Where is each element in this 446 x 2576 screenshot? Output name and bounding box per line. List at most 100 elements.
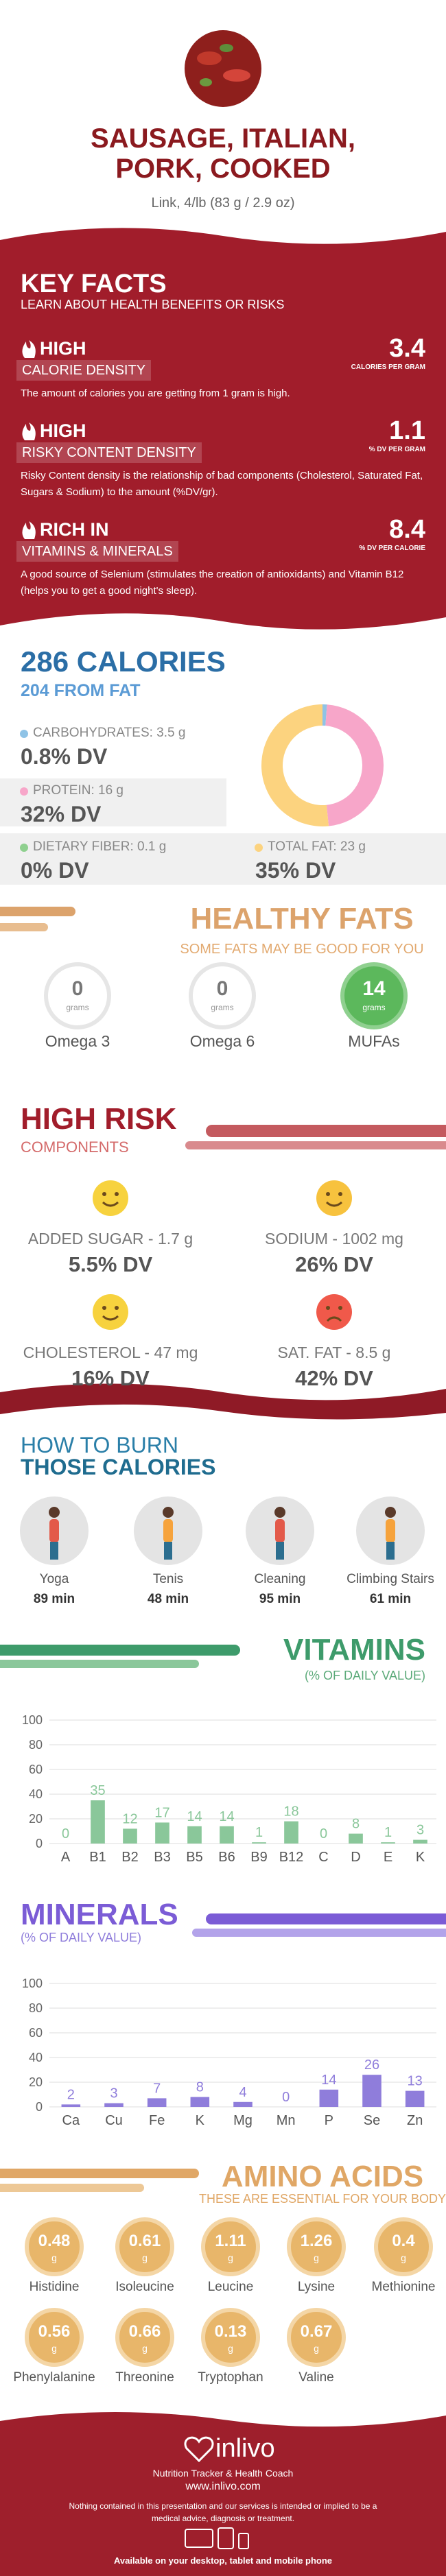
risk-name: SODIUM - 1002 mg (265, 1230, 403, 1248)
food-detail (200, 78, 212, 86)
fat-unit: grams (66, 1003, 89, 1012)
fact-name: VITAMINS & MINERALS (16, 541, 178, 562)
row-background (0, 778, 226, 826)
logo-heart (184, 2436, 214, 2463)
nutrient-name: TOTAL FAT: 23 g (268, 839, 366, 854)
x-tick-label: Ca (62, 2113, 80, 2128)
x-tick-label: B6 (218, 1850, 235, 1865)
x-tick-label: B5 (186, 1850, 202, 1865)
section-title: THOSE CALORIES (21, 1455, 216, 1479)
amino-value: 0.48 (38, 2232, 71, 2250)
fact-value: 3.4 (389, 334, 425, 363)
amino-name: Lysine (297, 2280, 336, 2294)
amino-circle (25, 2217, 84, 2276)
fat-unit: grams (211, 1003, 234, 1012)
donut-segment (322, 704, 327, 726)
nutrient-dv: 0% DV (21, 858, 89, 883)
fat-value: 0 (216, 977, 228, 1000)
risk-dv: 26% DV (295, 1252, 373, 1276)
risk-dv: 5.5% DV (68, 1252, 153, 1276)
y-tick-label: 60 (29, 2026, 43, 2040)
fact-description: The amount of calories you are getting f… (21, 387, 290, 399)
bar (147, 2098, 167, 2107)
section-subtitle: (% OF DAILY VALUE) (304, 1669, 425, 1682)
amino-value: 0.4 (392, 2232, 415, 2250)
amino-circle (115, 2217, 174, 2276)
face-eye (338, 1192, 342, 1196)
bar (190, 2097, 210, 2107)
x-tick-label: D (351, 1850, 360, 1865)
face (316, 1180, 352, 1216)
amino-name: Isoleucine (115, 2280, 174, 2294)
fact-value: 8.4 (389, 515, 425, 544)
x-tick-label: B9 (250, 1850, 267, 1865)
food-image (185, 30, 261, 107)
decor-strip (185, 1141, 446, 1149)
face-eye (115, 1306, 119, 1310)
x-tick-label: K (196, 2113, 205, 2128)
amino-value: 0.56 (38, 2322, 71, 2341)
activity-name: Yoga (39, 1572, 69, 1586)
bar (187, 1826, 202, 1844)
activity-name: Tenis (152, 1572, 184, 1586)
x-tick-label: Mn (277, 2113, 296, 2128)
activity-figure (385, 1507, 396, 1518)
x-tick-label: Se (364, 2113, 380, 2128)
nutrient-dv: 0.8% DV (21, 744, 108, 769)
activity-figure (164, 1542, 172, 1560)
value-label: 14 (321, 2073, 336, 2088)
section-title: MINERALS (21, 1898, 178, 1931)
decor-strip (206, 1125, 446, 1137)
face-eye (338, 1306, 342, 1310)
section-title: VITAMINS (283, 1633, 425, 1667)
amino-unit: g (142, 2252, 148, 2263)
bar (233, 2101, 253, 2107)
y-tick-label: 40 (29, 2051, 43, 2064)
x-tick-label: P (325, 2113, 333, 2128)
bar (91, 1800, 105, 1844)
device-icon (185, 2529, 213, 2548)
key-facts-band (0, 228, 446, 630)
bar (155, 1822, 169, 1844)
value-label: 3 (416, 1823, 424, 1838)
amino-circle (374, 2217, 433, 2276)
decor-strip (0, 923, 48, 931)
fat-name: Omega 6 (189, 1032, 255, 1050)
amino-value: 0.61 (128, 2232, 161, 2250)
risk-dv: 16% DV (71, 1366, 150, 1390)
amino-unit: g (228, 2343, 233, 2354)
amino-unit: g (142, 2343, 148, 2354)
amino-name: Tryptophan (198, 2370, 263, 2385)
bar (381, 1842, 395, 1844)
amino-circle (201, 2308, 260, 2367)
food-detail (223, 69, 250, 82)
availability: Available on your desktop, tablet and mo… (113, 2555, 333, 2566)
x-tick-label: Cu (105, 2113, 123, 2128)
fat-name: MUFAs (348, 1032, 400, 1050)
decor-strip (206, 1913, 446, 1924)
activity-figure (275, 1519, 285, 1542)
fact-description: A good source of Selenium (stimulates th… (21, 569, 404, 597)
food-detail (220, 44, 233, 52)
value-label: 1 (255, 1825, 263, 1840)
amino-name: Phenylalanine (13, 2370, 95, 2385)
food-detail (197, 51, 222, 65)
nutrient-dv: 35% DV (255, 858, 336, 883)
value-label: 18 (283, 1804, 298, 1820)
nutrient-name: DIETARY FIBER: 0.1 g (33, 839, 167, 854)
bar (362, 2075, 382, 2107)
device-icon (218, 2527, 234, 2549)
nutrient-dv: 32% DV (21, 802, 102, 826)
donut-segment (325, 704, 384, 826)
brand: inlivo (215, 2434, 275, 2463)
row-background (0, 833, 446, 885)
risk-name: SAT. FAT - 8.5 g (277, 1344, 391, 1361)
decor-strip (0, 1645, 240, 1656)
face-eye (115, 1192, 119, 1196)
fact-name: CALORIE DENSITY (16, 360, 152, 381)
face-eye (102, 1192, 106, 1196)
section-subtitle: SOME FATS MAY BE GOOD FOR YOU (180, 942, 424, 957)
fact-level: HIGH (40, 420, 86, 441)
section-title: HIGH RISK (21, 1102, 177, 1136)
